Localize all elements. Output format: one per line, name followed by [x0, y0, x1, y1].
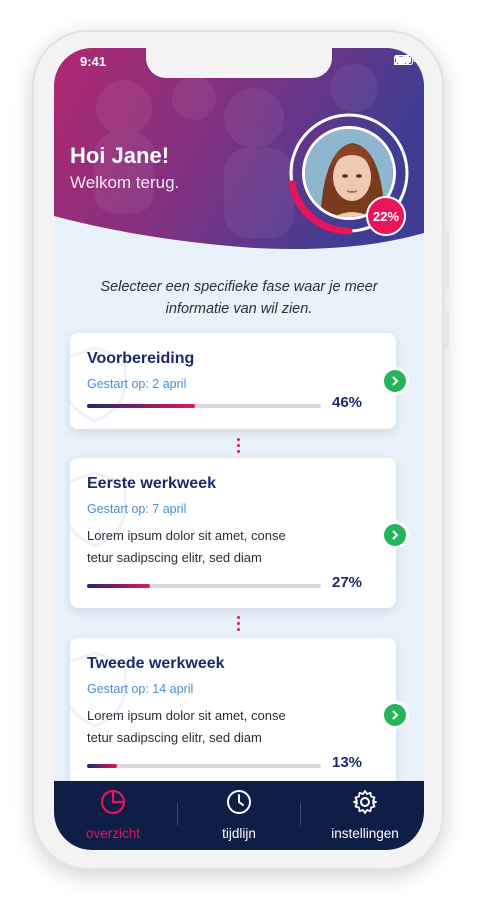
clock-icon [226, 790, 252, 819]
phase-title: Tweede werkweek [87, 655, 225, 672]
header: 9:41 Hoi Jane! Welkom terug. [54, 48, 424, 253]
nav-divider [300, 803, 301, 825]
timeline-connector [237, 616, 240, 634]
phase-start-date: Gestart op: 7 april [87, 502, 187, 516]
bottom-nav: overzicht tijdlijn instellingen [54, 781, 424, 850]
status-time: 9:41 [80, 54, 107, 69]
progress-bar [87, 584, 321, 588]
progress-bar [87, 764, 321, 768]
progress-ring [287, 111, 411, 235]
gear-icon [352, 790, 378, 819]
progress-fill [87, 584, 151, 588]
intro-text: Selecteer een specifieke fase waar je me… [100, 279, 378, 317]
nav-item-tijdlijn[interactable]: tijdlijn [184, 789, 294, 841]
phase-description-line-2: tetur sadipscing elitr, sed diam [87, 550, 262, 565]
nav-label: tijdlijn [222, 826, 256, 841]
phase-card-tweede-werkweek[interactable]: Tweede werkweek Gestart op: 14 april Lor… [70, 638, 396, 788]
phone-frame: 9:41 Hoi Jane! Welkom terug. [32, 30, 449, 870]
nav-item-overzicht[interactable]: overzicht [58, 789, 168, 841]
progress-percent: 46% [332, 394, 363, 411]
nav-label: instellingen [331, 826, 399, 841]
progress-percent: 13% [332, 754, 363, 771]
power-button [444, 230, 449, 290]
user-photo [305, 129, 393, 217]
timeline-connector [237, 438, 240, 456]
pie-chart-icon [100, 789, 126, 819]
nav-divider [177, 803, 178, 825]
phase-card-eerste-werkweek[interactable]: Eerste werkweek Gestart op: 7 april Lore… [70, 458, 396, 608]
phase-description-line-1: Lorem ipsum dolor sit amet, conse [87, 708, 286, 723]
chevron-right-icon[interactable] [384, 524, 406, 546]
phase-description-line-2: tetur sadipscing elitr, sed diam [87, 730, 262, 745]
app-screen: 9:41 Hoi Jane! Welkom terug. [54, 48, 424, 850]
progress-badge: 22% [366, 196, 406, 236]
phase-title: Voorbereiding [87, 350, 195, 367]
avatar [302, 126, 396, 220]
greeting: Hoi Jane! [70, 143, 170, 168]
chevron-right-icon[interactable] [384, 370, 406, 392]
nav-label: overzicht [85, 826, 141, 841]
progress-fill [87, 404, 195, 408]
notch [146, 48, 332, 78]
progress-percent: 27% [332, 574, 363, 591]
phase-title: Eerste werkweek [87, 475, 216, 492]
phase-start-date: Gestart op: 14 april [87, 682, 194, 696]
phase-description-line-1: Lorem ipsum dolor sit amet, conse [87, 528, 286, 543]
shield-watermark-icon [70, 651, 127, 728]
avatar-progress[interactable]: 22% [284, 108, 414, 238]
phase-start-date: Gestart op: 2 april [87, 377, 187, 391]
nav-item-instellingen[interactable]: instellingen [310, 789, 420, 841]
side-button [444, 310, 449, 350]
welcome-text: Welkom terug. [70, 173, 180, 192]
shield-watermark-icon [70, 471, 127, 548]
progress-fill [87, 764, 118, 768]
progress-bar [87, 404, 321, 408]
shield-watermark-icon [70, 346, 127, 423]
phase-card-voorbereiding[interactable]: Voorbereiding Gestart op: 2 april 46% [70, 333, 396, 429]
chevron-right-icon[interactable] [384, 704, 406, 726]
